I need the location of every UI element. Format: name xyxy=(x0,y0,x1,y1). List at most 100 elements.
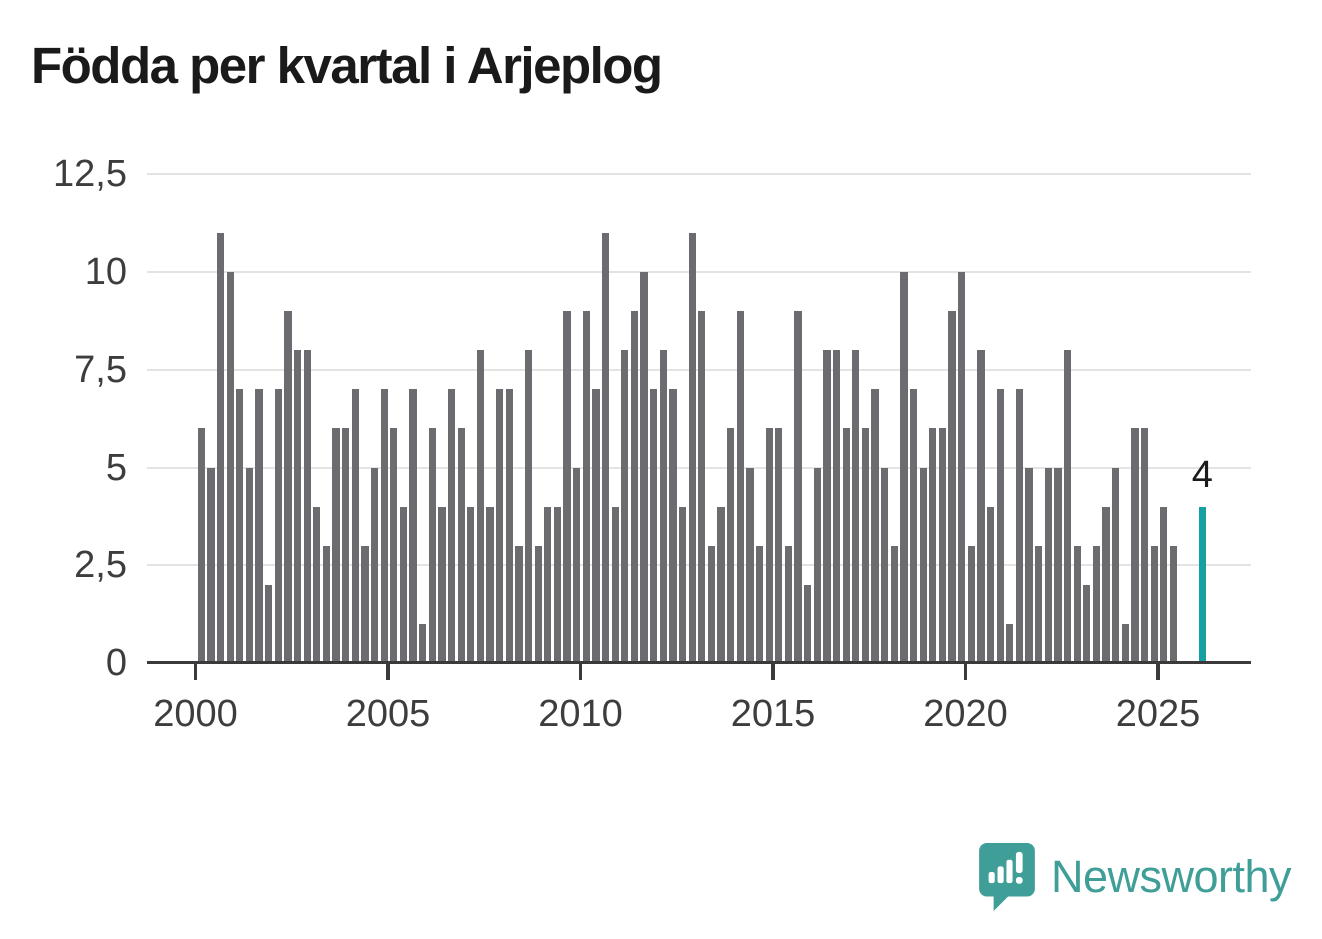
bar-2011-Q1 xyxy=(621,350,629,663)
bar-2002-Q3 xyxy=(293,350,302,663)
bar-2014-Q3 xyxy=(755,545,764,663)
y-axis-label-0: 0 xyxy=(105,642,127,684)
bar-2024-Q3 xyxy=(1140,428,1149,663)
latest-value-label: 4 xyxy=(1191,454,1213,496)
x-axis-tick-2005 xyxy=(386,663,390,680)
bar-2012-Q3 xyxy=(678,506,687,663)
y-axis-label-12,5: 12,5 xyxy=(53,153,127,196)
bar-2021-Q2 xyxy=(1015,389,1024,663)
gridline-12,5 xyxy=(147,173,1251,176)
bar-2007-Q1 xyxy=(467,506,475,663)
bar-2016-Q4 xyxy=(842,428,850,663)
bar-2004-Q3 xyxy=(370,467,379,663)
bar-2010-Q1 xyxy=(582,311,590,663)
bar-2000-Q2 xyxy=(207,467,215,663)
bar-2012-Q1 xyxy=(659,350,667,663)
bar-2003-Q4 xyxy=(342,428,350,663)
chart-title: Födda per kvartal i Arjeplog xyxy=(31,37,663,94)
bar-2013-Q3 xyxy=(717,506,725,663)
bar-2025-Q2 xyxy=(1169,545,1178,663)
bar-2010-Q2 xyxy=(592,389,600,663)
bar-2011-Q4 xyxy=(650,389,658,663)
bar-2009-Q1 xyxy=(544,506,552,663)
bar-2014-Q2 xyxy=(746,467,754,663)
bar-2017-Q2 xyxy=(861,428,870,663)
newsworthy-logo-icon xyxy=(979,843,1035,911)
bar-2005-Q1 xyxy=(390,428,398,663)
bar-2004-Q4 xyxy=(380,389,388,663)
bar-2003-Q1 xyxy=(313,506,321,663)
bar-2022-Q4 xyxy=(1073,545,1081,663)
bar-2003-Q3 xyxy=(332,428,340,663)
bar-2004-Q2 xyxy=(361,545,369,663)
bar-2021-Q3 xyxy=(1025,467,1033,663)
bar-2016-Q2 xyxy=(823,350,831,663)
bar-2014-Q4 xyxy=(765,428,773,663)
x-axis-tick-2025 xyxy=(1156,663,1160,680)
x-axis-tick-2000 xyxy=(193,663,198,680)
bar-2018-Q3 xyxy=(909,389,918,663)
bar-2015-Q2 xyxy=(784,545,793,663)
bar-2002-Q4 xyxy=(303,350,311,663)
gridline-10 xyxy=(147,271,1251,273)
x-axis-label-2010: 2010 xyxy=(538,693,623,735)
bar-2023-Q2 xyxy=(1092,545,1101,663)
bar-2019-Q2 xyxy=(938,428,947,663)
bar-2001-Q2 xyxy=(245,467,254,663)
newsworthy-logo: Newsworthy xyxy=(979,843,1292,911)
bar-2022-Q2 xyxy=(1054,467,1062,663)
bar-2019-Q3 xyxy=(948,311,956,663)
bar-2024-Q2 xyxy=(1131,428,1139,663)
bar-2007-Q3 xyxy=(486,506,494,663)
bar-2021-Q1 xyxy=(1006,623,1014,663)
bar-2010-Q3 xyxy=(601,232,610,663)
bar-2020-Q4 xyxy=(996,389,1004,663)
bar-2005-Q2 xyxy=(399,506,408,663)
bar-2018-Q4 xyxy=(919,467,927,663)
bar-2006-Q3 xyxy=(447,389,456,663)
newsworthy-logo-text: Newsworthy xyxy=(1051,851,1292,902)
bar-2018-Q1 xyxy=(890,545,898,663)
bar-2020-Q2 xyxy=(977,350,985,663)
bar-2013-Q2 xyxy=(707,545,716,663)
bar-2010-Q4 xyxy=(611,506,619,663)
x-axis-tick-2020 xyxy=(963,663,968,680)
y-axis-label-5: 5 xyxy=(105,446,127,489)
bar-2008-Q1 xyxy=(505,389,513,663)
bar-2023-Q1 xyxy=(1083,584,1091,663)
bar-2009-Q2 xyxy=(553,506,562,663)
x-axis-label-2000: 2000 xyxy=(153,693,238,735)
bar-2006-Q4 xyxy=(457,428,465,663)
bar-2004-Q1 xyxy=(351,389,359,663)
bar-2015-Q3 xyxy=(794,311,802,663)
bar-2013-Q4 xyxy=(727,428,735,663)
bar-2017-Q1 xyxy=(852,350,860,663)
bar-2018-Q2 xyxy=(900,272,908,663)
bar-2012-Q4 xyxy=(688,232,696,663)
bar-2006-Q1 xyxy=(428,428,436,663)
bar-2009-Q4 xyxy=(573,467,581,663)
bar-2000-Q1 xyxy=(197,428,205,663)
bar-2022-Q1 xyxy=(1044,467,1052,663)
bar-2007-Q4 xyxy=(496,389,504,663)
bar-2009-Q3 xyxy=(563,311,571,663)
bar-2017-Q4 xyxy=(881,467,889,663)
bar-2011-Q2 xyxy=(630,311,639,663)
bar-2015-Q4 xyxy=(804,584,812,663)
x-axis-label-2015: 2015 xyxy=(730,693,816,735)
bar-2016-Q1 xyxy=(813,467,821,663)
bar-2008-Q2 xyxy=(515,545,523,663)
bar-2016-Q3 xyxy=(832,350,841,663)
bar-2024-Q1 xyxy=(1121,623,1129,663)
bar-2003-Q2 xyxy=(322,545,331,663)
y-axis-label-7,5: 7,5 xyxy=(74,348,127,391)
bar-2013-Q1 xyxy=(698,311,706,663)
bar-2015-Q1 xyxy=(775,428,783,663)
bar-2006-Q2 xyxy=(438,506,446,663)
bar-2019-Q1 xyxy=(929,428,937,663)
bar-2020-Q3 xyxy=(986,506,995,663)
x-axis-tick-2010 xyxy=(578,663,583,680)
x-axis-tick-2015 xyxy=(771,663,775,680)
x-axis-label-2005: 2005 xyxy=(345,693,431,735)
